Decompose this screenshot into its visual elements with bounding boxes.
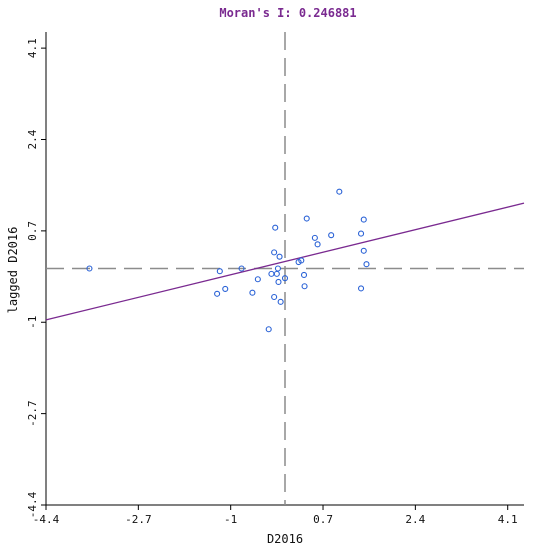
scatter-point: [328, 232, 335, 239]
scatter-point: [360, 216, 367, 223]
scatter-point: [216, 268, 223, 275]
scatter-point: [222, 285, 229, 292]
y-tick-label: 0.7: [26, 221, 39, 241]
scatter-point: [277, 298, 284, 305]
y-axis-title: lagged D2016: [6, 227, 20, 314]
y-tick-label: 4.1: [26, 38, 39, 58]
scatter-point: [271, 293, 278, 301]
scatter-point: [214, 290, 221, 297]
chart-title: Moran's I: 0.246881: [219, 6, 356, 20]
scatter-point: [281, 275, 289, 282]
x-tick-label: -1: [224, 513, 237, 526]
scatter-point: [273, 270, 280, 277]
scatter-point: [357, 285, 365, 292]
scatter-point: [265, 326, 272, 333]
scatter-point: [300, 271, 308, 279]
scatter-point: [311, 234, 318, 241]
scatter-point: [268, 270, 275, 277]
x-tick-label: -4.4: [33, 513, 60, 526]
x-axis-title: D2016: [267, 532, 303, 546]
scatter-point: [254, 276, 261, 283]
x-tick-label: 4.1: [498, 513, 518, 526]
scatter-point: [274, 265, 281, 272]
plot-area: -4.4 -2.7 -1 0.7 2.4 4.1 -4.4 -2.7 -1 0.7 2.4 4.1: [26, 32, 525, 526]
scatter-point: [360, 247, 367, 254]
scatter-point: [249, 289, 256, 296]
x-tick-label: -2.7: [125, 513, 152, 526]
regression-line: [45, 202, 525, 321]
y-tick-label: -2.7: [26, 400, 39, 427]
x-tick-label: 0.7: [313, 513, 333, 526]
y-tick-label: -4.4: [26, 491, 39, 518]
scatter-point: [271, 249, 278, 256]
scatter-point: [336, 188, 343, 195]
scatter-point: [303, 215, 310, 222]
scatter-point: [357, 230, 365, 237]
x-tick-label: 2.4: [405, 513, 425, 526]
scatter-point: [298, 257, 305, 264]
scatter-point: [363, 261, 370, 268]
scatter-point: [314, 241, 321, 248]
scatter-point: [272, 224, 279, 231]
scatter-point: [301, 283, 308, 290]
scatter-point: [275, 278, 282, 285]
y-tick-label: -1: [26, 316, 39, 329]
scatter-point: [276, 253, 283, 260]
scatter-point: [86, 265, 93, 272]
y-tick-label: 2.4: [26, 129, 39, 149]
scatter-point: [238, 265, 245, 272]
